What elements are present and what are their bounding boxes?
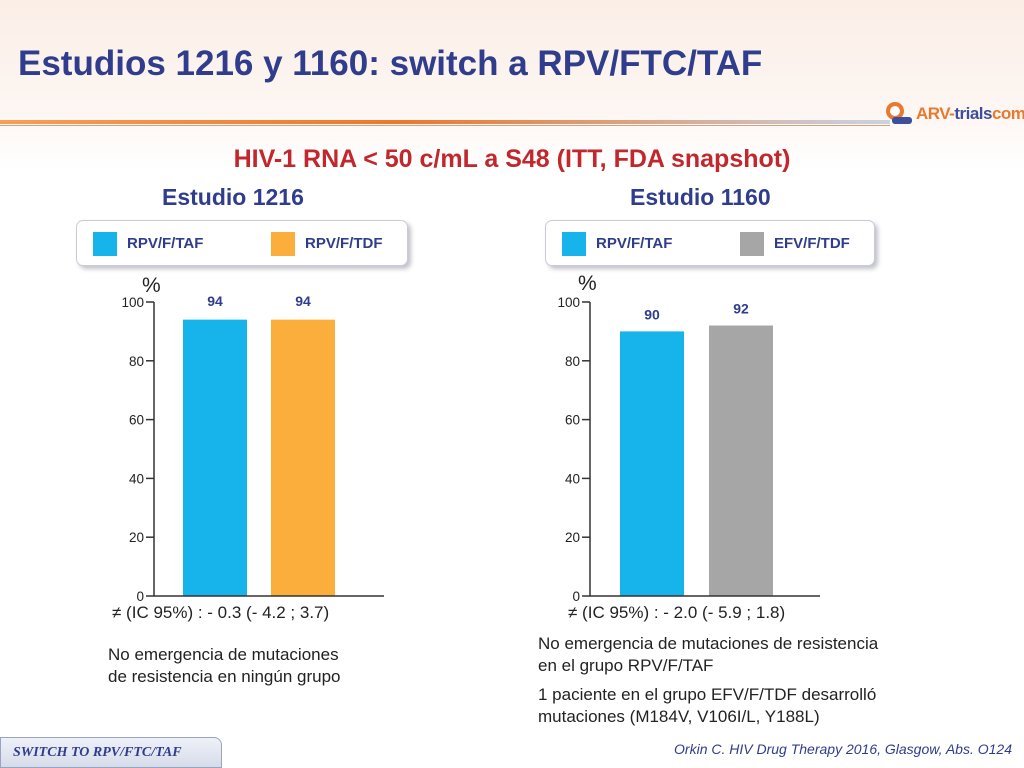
note-line: mutaciones (M184V, V106I/L, Y188L) xyxy=(538,707,820,726)
note-1160-patient: 1 paciente en el grupo EFV/F/TDF desarro… xyxy=(538,684,876,728)
diff-ci-1216: ≠ (IC 95%) : - 0.3 (- 4.2 ; 3.7) xyxy=(112,603,330,622)
title-divider-line xyxy=(0,125,890,126)
y-tick-label: 80 xyxy=(129,354,144,369)
data-label: 92 xyxy=(733,301,749,317)
citation: Orkin C. HIV Drug Therapy 2016, Glasgow,… xyxy=(674,741,1012,757)
study-1216-title: Estudio 1216 xyxy=(162,184,304,210)
title-divider xyxy=(0,120,890,124)
bar-rpv-f-tdf xyxy=(271,319,335,596)
y-tick-label: 60 xyxy=(565,413,580,428)
legend-1216: RPV/F/TAF RPV/F/TDF xyxy=(76,220,408,266)
legend-label: RPV/F/TDF xyxy=(305,235,383,252)
y-tick-label: 40 xyxy=(565,471,580,486)
study-1160-title: Estudio 1160 xyxy=(630,184,771,210)
note-1160-resistance: No emergencia de mutaciones de resistenc… xyxy=(538,633,878,677)
note-line: en el grupo RPV/F/TAF xyxy=(538,656,714,675)
data-label: 94 xyxy=(207,293,223,309)
y-tick-label: 0 xyxy=(136,589,144,604)
legend-label: RPV/F/TAF xyxy=(127,235,204,252)
y-tick-label: 20 xyxy=(129,530,144,545)
bar-rpv-f-taf xyxy=(183,319,247,596)
note-line: 1 paciente en el grupo EFV/F/TDF desarro… xyxy=(538,685,877,704)
y-tick-label: 40 xyxy=(129,471,144,486)
y-tick-label: 0 xyxy=(572,589,580,604)
chart-subtitle: HIV-1 RNA < 50 c/mL a S48 (ITT, FDA snap… xyxy=(233,145,791,173)
y-tick-label: 80 xyxy=(565,354,580,369)
arv-trials-logo: ARV-trialscom xyxy=(884,100,1024,128)
data-label: 90 xyxy=(644,306,660,322)
legend-1160: RPV/F/TAF EFV/F/TDF xyxy=(545,220,875,266)
y-tick-label: 100 xyxy=(557,295,580,310)
slide-title: Estudios 1216 y 1160: switch a RPV/FTC/T… xyxy=(18,44,763,83)
note-line: de resistencia en ningún grupo xyxy=(108,667,341,686)
arv-trials-logo-text: ARV-trialscom xyxy=(916,104,1024,123)
y-tick-label: 60 xyxy=(129,413,144,428)
arv-trials-logo-icon xyxy=(886,102,912,124)
footer-section-tag: SWITCH TO RPV/FTC/TAF xyxy=(0,737,222,768)
legend-label: EFV/F/TDF xyxy=(774,235,850,252)
legend-swatch-gray xyxy=(740,232,764,256)
note-line: No emergencia de mutaciones de resistenc… xyxy=(538,634,879,653)
data-label: 94 xyxy=(295,293,311,309)
y-axis-unit-label: % xyxy=(142,274,161,297)
legend-swatch-blue xyxy=(93,232,117,256)
legend-swatch-blue xyxy=(562,232,586,256)
diff-ci-1160: ≠ (IC 95%) : - 2.0 (- 5.9 ; 1.8) xyxy=(568,603,786,622)
legend-swatch-orange xyxy=(271,232,295,256)
y-tick-label: 20 xyxy=(565,530,580,545)
note-1216: No emergencia de mutaciones de resistenc… xyxy=(108,644,341,688)
legend-label: RPV/F/TAF xyxy=(596,235,673,252)
y-axis-unit-label: % xyxy=(578,272,597,295)
bar-rpv-f-taf xyxy=(620,331,684,596)
bar-efv-f-tdf xyxy=(709,325,773,596)
y-tick-label: 100 xyxy=(121,295,144,310)
note-line: No emergencia de mutaciones xyxy=(108,645,339,664)
